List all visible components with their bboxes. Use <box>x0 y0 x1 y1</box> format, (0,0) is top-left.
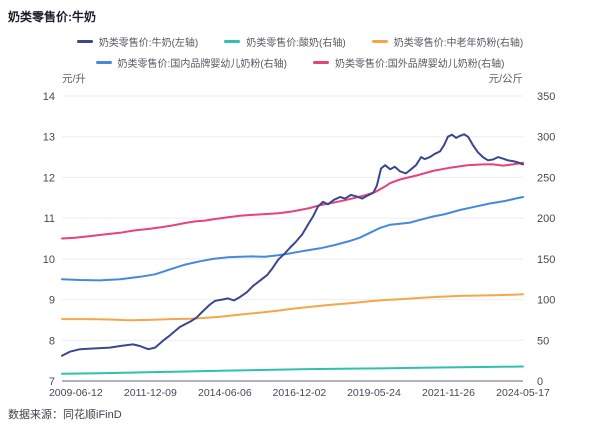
legend-marker-milk <box>76 40 93 43</box>
x-tick-label: 2019-05-24 <box>347 387 401 399</box>
series-line-2 <box>61 293 524 322</box>
legend-label-yogurt: 奶类零售价:酸奶(右轴) <box>246 38 346 49</box>
data-source: 数据来源：同花顺iFinD <box>8 409 122 421</box>
right-axis-tick: 100 <box>537 295 555 307</box>
legend-marker-foreign-infant-formula <box>313 61 329 64</box>
x-tick-label: 2011-12-09 <box>124 387 177 399</box>
legend-item-domestic-infant-formula[interactable]: 奶类零售价:国内品牌婴幼儿奶粉(右轴) <box>95 55 287 70</box>
legend-label-milk: 奶类零售价:牛奶(左轴) <box>98 38 199 49</box>
x-tick-label: 2009-06-12 <box>49 387 103 399</box>
left-axis-tick: 10 <box>43 254 55 266</box>
x-tick-label: 2021-11-26 <box>422 387 475 399</box>
right-axis-tick: 250 <box>537 172 555 184</box>
right-axis-unit: 元/公斤 <box>488 73 523 85</box>
legend-row-2: 奶类零售价:国内品牌婴幼儿奶粉(右轴) 奶类零售价:国外品牌婴幼儿奶粉(右轴) <box>95 55 504 70</box>
legend-item-milk[interactable]: 奶类零售价:牛奶(左轴) <box>76 34 199 49</box>
right-axis-tick: 200 <box>537 213 555 225</box>
left-axis-tick: 11 <box>44 213 55 225</box>
legend-marker-yogurt <box>224 40 241 43</box>
x-tick-label: 2016-12-02 <box>273 387 327 399</box>
legend-row-1: 奶类零售价:牛奶(左轴) 奶类零售价:酸奶(右轴) 奶类零售价:中老年奶粉(右轴… <box>76 34 524 49</box>
right-axis-tick: 0 <box>537 376 543 388</box>
left-axis-tick: 7 <box>49 376 55 388</box>
legend-label-foreign-infant-formula: 奶类零售价:国外品牌婴幼儿奶粉(右轴) <box>335 59 505 70</box>
left-axis-unit: 元/升 <box>62 73 86 85</box>
legend-item-middle-aged-milk-powder[interactable]: 奶类零售价:中老年奶粉(右轴) <box>371 34 524 49</box>
legend: 奶类零售价:牛奶(左轴) 奶类零售价:酸奶(右轴) 奶类零售价:中老年奶粉(右轴… <box>0 34 600 70</box>
legend-item-yogurt[interactable]: 奶类零售价:酸奶(右轴) <box>224 34 346 49</box>
legend-label-domestic-infant-formula: 奶类零售价:国内品牌婴幼儿奶粉(右轴) <box>117 59 287 70</box>
chart-title: 奶类零售价:牛奶 <box>8 10 96 24</box>
right-axis-tick: 300 <box>537 132 555 144</box>
left-axis-tick: 14 <box>43 91 55 103</box>
left-axis-tick: 12 <box>43 172 55 184</box>
right-axis-tick: 350 <box>537 91 555 103</box>
legend-item-foreign-infant-formula[interactable]: 奶类零售价:国外品牌婴幼儿奶粉(右轴) <box>313 55 504 70</box>
legend-label-middle-aged-milk-powder: 奶类零售价:中老年奶粉(右轴) <box>393 38 524 49</box>
series-line-3 <box>61 196 524 282</box>
left-axis-tick: 9 <box>49 295 55 307</box>
left-axis-tick: 13 <box>43 132 55 144</box>
right-axis-tick: 50 <box>537 335 549 347</box>
left-axis-tick: 8 <box>49 335 55 347</box>
legend-marker-domestic-infant-formula <box>95 61 112 64</box>
series-line-4 <box>61 161 524 240</box>
legend-marker-middle-aged-milk-powder <box>371 40 388 43</box>
series-line-1 <box>61 365 524 375</box>
x-tick-label: 2014-06-06 <box>198 387 252 399</box>
x-tick-label: 2024-05-17 <box>496 387 550 399</box>
series-line-0 <box>61 133 524 357</box>
right-axis-tick: 150 <box>537 254 555 266</box>
